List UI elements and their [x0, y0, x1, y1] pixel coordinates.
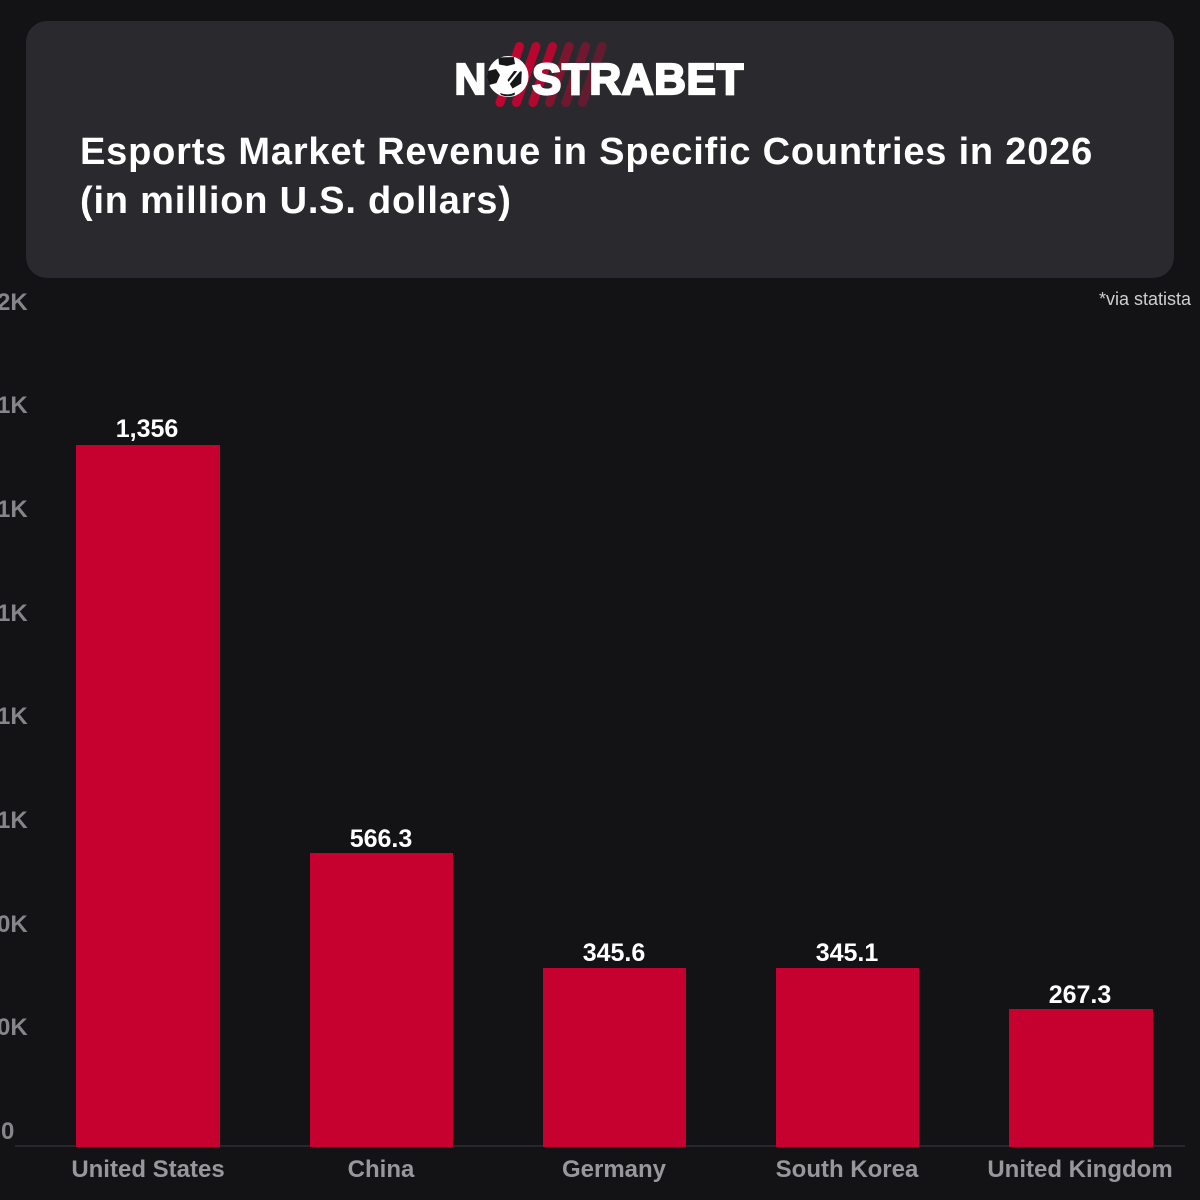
- svg-text:STRABET: STRABET: [532, 55, 744, 104]
- svg-text:N: N: [455, 55, 487, 104]
